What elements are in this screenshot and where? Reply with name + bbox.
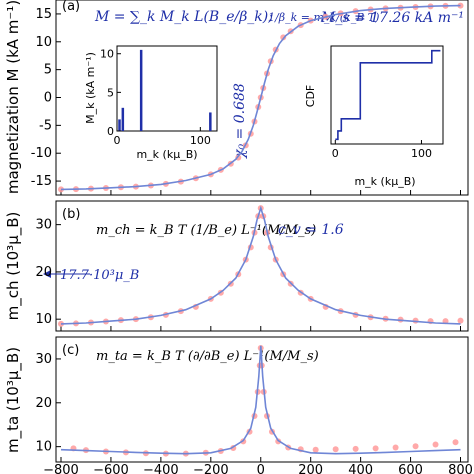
x-tick-label: 200 xyxy=(298,463,323,474)
panel-c-fit-line xyxy=(60,345,461,455)
panel-a-ytick-label: 10 xyxy=(35,35,52,50)
panel-b-arrowhead xyxy=(43,270,51,278)
x-tick-label: 600 xyxy=(398,463,423,474)
panel-a-ytick-label: 0 xyxy=(44,91,52,106)
panel-b-ytick-label: 20 xyxy=(35,265,52,280)
panel-c-ytick-label: 20 xyxy=(35,396,52,411)
panel-b-fit-line xyxy=(60,205,461,325)
panel-b-arrow-label: 17.7·10³μ_B xyxy=(60,268,139,283)
x-tick-label: −600 xyxy=(93,463,129,474)
panel-b-data-point xyxy=(457,317,464,324)
x-tick-label: 400 xyxy=(348,463,373,474)
panel-c-ytick-label: 10 xyxy=(35,440,52,455)
panel-b-ylabel: m_ch (10³μ_B) xyxy=(4,212,23,321)
panel-b-formula: m_ch = k_B T (1/B_e) L⁻¹(M/M_s) xyxy=(96,223,316,238)
inset-left-ytick-label: 0 xyxy=(107,125,114,138)
x-tick-label: −200 xyxy=(193,463,229,474)
panel-a-ytick-label: 15 xyxy=(35,7,52,22)
panel-b-data-point xyxy=(57,320,64,327)
x-tick-label: 0 xyxy=(257,463,265,474)
inset-right-xtick-label: 0 xyxy=(332,147,339,160)
panel-c-data-point xyxy=(452,439,459,446)
panel-c-data-point xyxy=(352,445,359,452)
panel-b-ytick-label: 10 xyxy=(35,312,52,327)
panel-a-ylabel: magnetization M (kA m⁻¹) xyxy=(4,0,22,194)
panel-a-formula-left: M = ∑_k M_k L(B_e/β_k); xyxy=(94,9,273,25)
inset-left-xlabel: m_k (kμ_B) xyxy=(136,148,197,161)
panel-a-chi: χ₀ = 0.688 xyxy=(232,83,248,159)
panel-c-data-point xyxy=(412,443,419,450)
panel-a-fit-line xyxy=(60,4,461,191)
x-tick-label: −800 xyxy=(43,463,79,474)
inset-right-cdf-line xyxy=(335,49,441,141)
panel-c-frame xyxy=(55,336,469,463)
panel-a-data-point xyxy=(457,2,464,9)
panel-c-data-point xyxy=(312,446,319,453)
panel-b-ytick-label: 30 xyxy=(35,218,52,233)
panel-b-label: (b) xyxy=(62,207,80,222)
panel-c-data-point xyxy=(392,444,399,451)
panel-a-ytick-label: -10 xyxy=(31,146,52,161)
inset-right-xlabel: m_k (kμ_B) xyxy=(354,175,415,188)
panel-a-data-point xyxy=(57,186,64,193)
inset-right-frame xyxy=(330,45,444,145)
panel-c-data-point xyxy=(332,446,339,453)
panel-a-label: (a) xyxy=(62,0,80,14)
panel-a-ytick-label: -5 xyxy=(39,118,52,133)
inset-left-frame xyxy=(116,45,218,132)
inset-left-ylabel: M_k (kA m⁻¹) xyxy=(84,52,97,124)
panel-c-data-point xyxy=(432,441,439,448)
panel-c-formula: m_ta = k_B T (∂/∂B_e) L⁻¹(M/M_s) xyxy=(96,349,319,364)
inset-left-ytick-label: 10 xyxy=(100,48,114,61)
inset-right-xtick-label: 100 xyxy=(411,147,432,160)
inset-left-xtick-label: 100 xyxy=(190,134,211,147)
x-tick-label: −400 xyxy=(143,463,179,474)
plot-layer: -15 -10 -5 0 5 10 15 10 20 30 10 20 30 −800 −600 −400 −2… xyxy=(31,2,473,474)
inset-cdf-chart: CDF m_k (kμ_B) 0 100 xyxy=(304,45,444,188)
panel-c-ytick-label: 30 xyxy=(35,352,52,367)
inset-left-xtick-label: 0 xyxy=(114,134,121,147)
panel-c-ylabel: m_ta (10³μ_B) xyxy=(4,347,23,453)
panel-a-ytick-label: -15 xyxy=(31,174,52,189)
panel-b-frame xyxy=(55,200,469,332)
inset-left-ytick-label: 5 xyxy=(107,86,114,99)
panel-b-cv: c_v = 1.6 xyxy=(278,222,344,238)
panel-a-ytick-label: 5 xyxy=(44,63,52,78)
panel-c-label: (c) xyxy=(62,343,79,358)
inset-right-ylabel: CDF xyxy=(304,85,317,107)
x-tick-label: 800 xyxy=(448,463,473,474)
panel-c-data-point xyxy=(372,445,379,452)
